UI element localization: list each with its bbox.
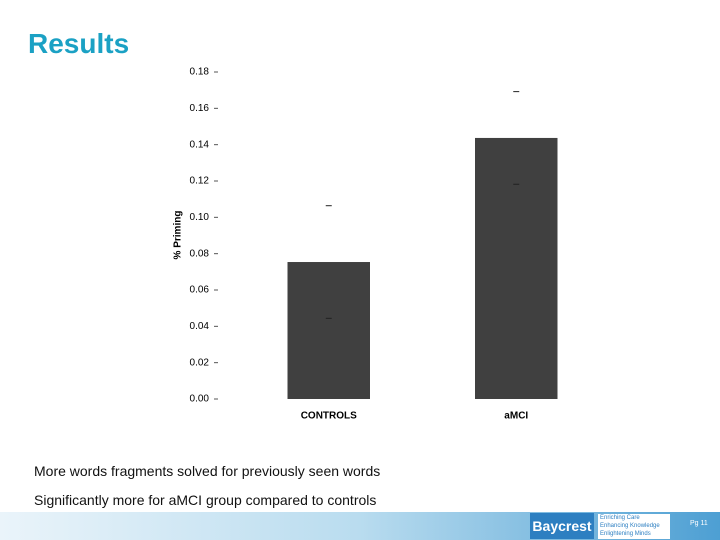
y-tick-label: 0.04 <box>190 321 210 332</box>
y-tick-label: 0.06 <box>190 285 210 296</box>
y-tick-label: 0.12 <box>190 176 210 187</box>
bar <box>475 137 558 399</box>
y-tick-label: 0.08 <box>190 248 210 259</box>
note: Significantly more for aMCI group compar… <box>34 492 377 508</box>
y-tick-label: 0.16 <box>190 103 210 114</box>
page-number: Pg 11 <box>690 520 708 527</box>
y-tick-label: 0.00 <box>190 394 210 405</box>
y-tick-label: 0.02 <box>190 357 210 368</box>
logo: Baycrest <box>530 513 594 539</box>
y-tick-label: 0.14 <box>190 139 210 150</box>
y-axis-label: % Priming <box>173 211 184 260</box>
tagline: Enriching Care Enhancing Knowledge Enlig… <box>598 514 670 539</box>
y-tick-label: 0.10 <box>190 212 210 223</box>
slide-title: Results <box>28 28 130 59</box>
x-tick-label: CONTROLS <box>301 411 357 422</box>
y-tick-label: 0.18 <box>190 67 210 78</box>
tagline-line: Enhancing Knowledge <box>600 523 660 529</box>
bar <box>287 262 370 399</box>
tagline-line: Enlightening Minds <box>600 531 651 537</box>
tagline-line: Enriching Care <box>600 515 640 521</box>
x-tick-label: aMCI <box>504 411 528 422</box>
note: More words fragments solved for previous… <box>34 463 381 479</box>
